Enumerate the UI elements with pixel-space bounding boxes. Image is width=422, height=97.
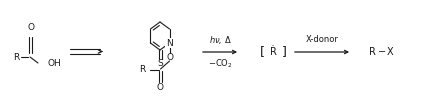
Text: X: X [387, 47, 393, 57]
Text: [: [ [260, 45, 265, 58]
Text: Ṙ: Ṙ [270, 47, 276, 57]
Text: −: − [378, 47, 386, 57]
Text: S: S [157, 58, 163, 68]
Text: X-donor: X-donor [306, 36, 338, 45]
Text: R: R [368, 47, 376, 57]
Text: $-$CO$_2$: $-$CO$_2$ [208, 58, 233, 70]
Text: R: R [139, 65, 146, 74]
Text: OH: OH [47, 59, 61, 68]
Text: $h\nu$, $\Delta$: $h\nu$, $\Delta$ [208, 34, 232, 46]
Text: O: O [166, 52, 173, 61]
Text: N: N [166, 39, 173, 48]
Text: O: O [27, 23, 35, 32]
Text: ]: ] [281, 45, 287, 58]
Text: R: R [13, 52, 19, 61]
Text: O: O [157, 84, 164, 93]
